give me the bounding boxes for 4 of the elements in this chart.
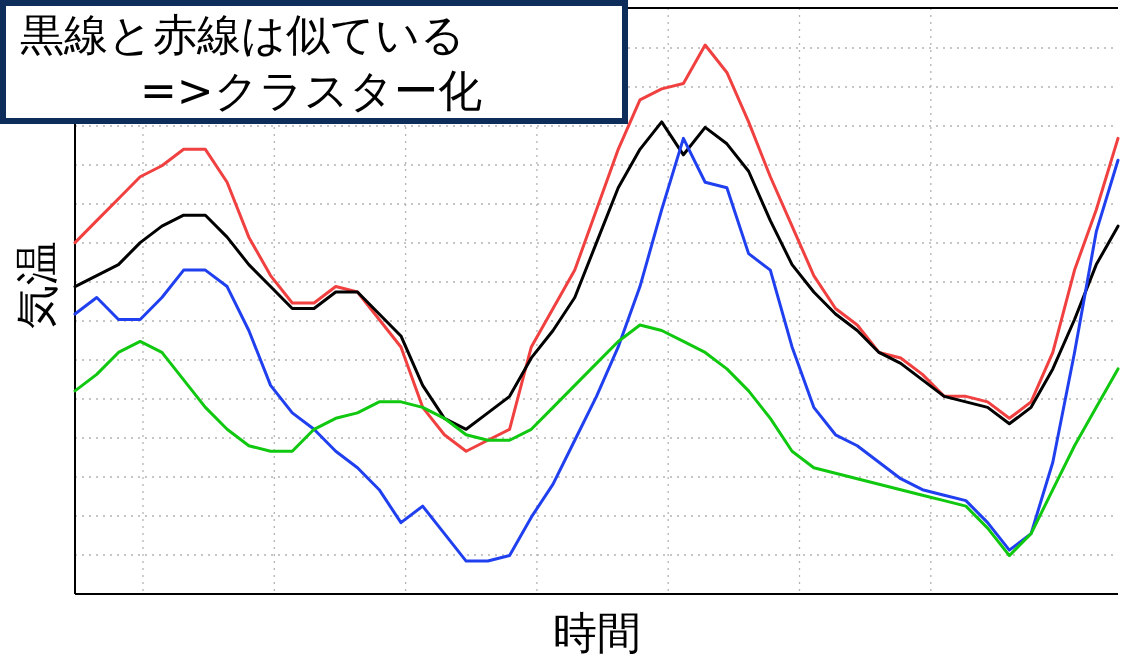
y-axis-title: 気温 <box>11 241 62 329</box>
x-axis-title: 時間 <box>552 607 641 658</box>
annotation-box: 黒線と赤線は似ている =>クラスター化 <box>0 0 628 124</box>
annotation: 黒線と赤線は似ている =>クラスター化 <box>20 9 482 116</box>
